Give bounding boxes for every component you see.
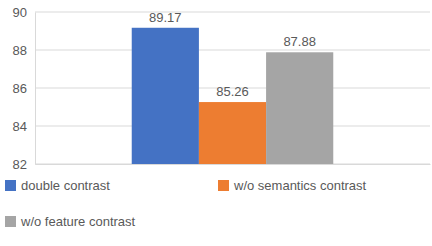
data-labels: 89.17 85.26 87.88 xyxy=(149,10,316,99)
y-tick: 82 xyxy=(13,157,35,172)
y-tick: 84 xyxy=(13,119,35,134)
y-tick-label: 84 xyxy=(13,119,27,134)
legend-label: w/o feature contrast xyxy=(20,214,136,229)
y-tick-label: 90 xyxy=(13,5,27,20)
bar xyxy=(199,102,266,164)
chart: 82 84 86 88 90 89.17 85.26 87.88 double contrast… xyxy=(0,0,432,246)
y-axis-line xyxy=(35,13,36,165)
data-label: 87.88 xyxy=(283,34,316,49)
legend-label: w/o semantics contrast xyxy=(233,178,367,193)
legend-item: w/o feature contrast xyxy=(5,214,136,229)
x-axis-line xyxy=(36,164,431,165)
grid xyxy=(35,12,430,164)
legend-swatch xyxy=(218,180,229,191)
y-axis: 82 84 86 88 90 xyxy=(13,5,36,172)
grid-line xyxy=(35,12,430,13)
y-tick: 86 xyxy=(13,81,35,96)
plot: 82 84 86 88 90 89.17 85.26 87.88 xyxy=(13,5,431,172)
data-label: 89.17 xyxy=(149,10,182,25)
bar xyxy=(132,28,199,164)
legend-swatch xyxy=(5,216,16,227)
bars xyxy=(132,28,334,164)
data-label: 85.26 xyxy=(216,84,249,99)
legend-swatch xyxy=(5,180,16,191)
y-tick: 90 xyxy=(13,5,35,20)
legend: double contrast w/o semantics contrast w/o… xyxy=(5,178,367,229)
y-tick-label: 88 xyxy=(13,43,27,58)
bar xyxy=(266,52,333,164)
grid-line xyxy=(35,50,430,51)
legend-item: double contrast xyxy=(5,178,110,193)
y-tick: 88 xyxy=(13,43,35,58)
y-tick-label: 82 xyxy=(13,157,27,172)
y-tick-label: 86 xyxy=(13,81,27,96)
legend-item: w/o semantics contrast xyxy=(218,178,367,193)
legend-label: double contrast xyxy=(21,178,110,193)
